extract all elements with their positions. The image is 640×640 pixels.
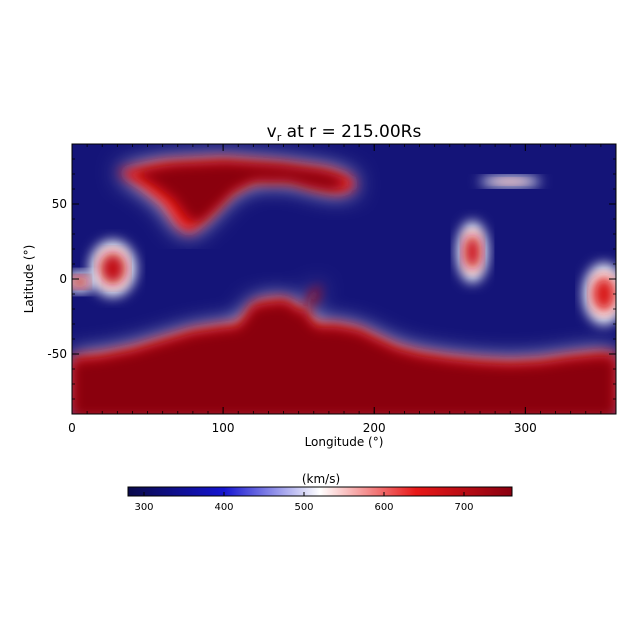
minor-feature xyxy=(492,178,529,185)
colorbar-tick-label: 600 xyxy=(374,502,393,513)
north-fast-region xyxy=(134,162,345,224)
y-tick-label: -50 xyxy=(47,347,67,361)
colorbar-ticks: 300 400 500 600 700 xyxy=(134,492,474,513)
colorbar-tick-label: 400 xyxy=(214,502,233,513)
minor-feature xyxy=(72,276,89,288)
chart-title-symbol: v xyxy=(267,122,277,142)
y-axis-label: Latitude (°) xyxy=(22,245,36,314)
chart-title-subscript: r xyxy=(277,131,282,144)
x-axis-label: Longitude (°) xyxy=(305,435,384,449)
colorbar-label: (km/s) xyxy=(302,472,340,486)
x-tick-label: 100 xyxy=(212,421,235,435)
x-tick-label: 0 xyxy=(68,421,76,435)
chart-title: vr at r = 215.00Rs xyxy=(267,122,422,144)
x-tick-label: 200 xyxy=(363,421,386,435)
colorbar-tick-label: 500 xyxy=(294,502,313,513)
y-tick-label: 50 xyxy=(52,197,67,211)
colorbar xyxy=(127,486,513,497)
y-tick-label: 0 xyxy=(59,272,67,286)
minor-feature xyxy=(99,252,127,285)
colorbar-tick-label: 700 xyxy=(454,502,473,513)
x-axis: 0 100 200 300 xyxy=(68,144,617,435)
minor-feature xyxy=(463,234,482,270)
y-axis: -50 0 50 xyxy=(47,143,616,415)
heatmap-area xyxy=(72,144,616,414)
south-fast-region xyxy=(72,287,616,414)
colorbar-tick-label: 300 xyxy=(134,502,153,513)
x-tick-label: 300 xyxy=(514,421,537,435)
minor-feature xyxy=(591,276,616,312)
chart-title-rest: at r = 215.00Rs xyxy=(281,122,421,142)
